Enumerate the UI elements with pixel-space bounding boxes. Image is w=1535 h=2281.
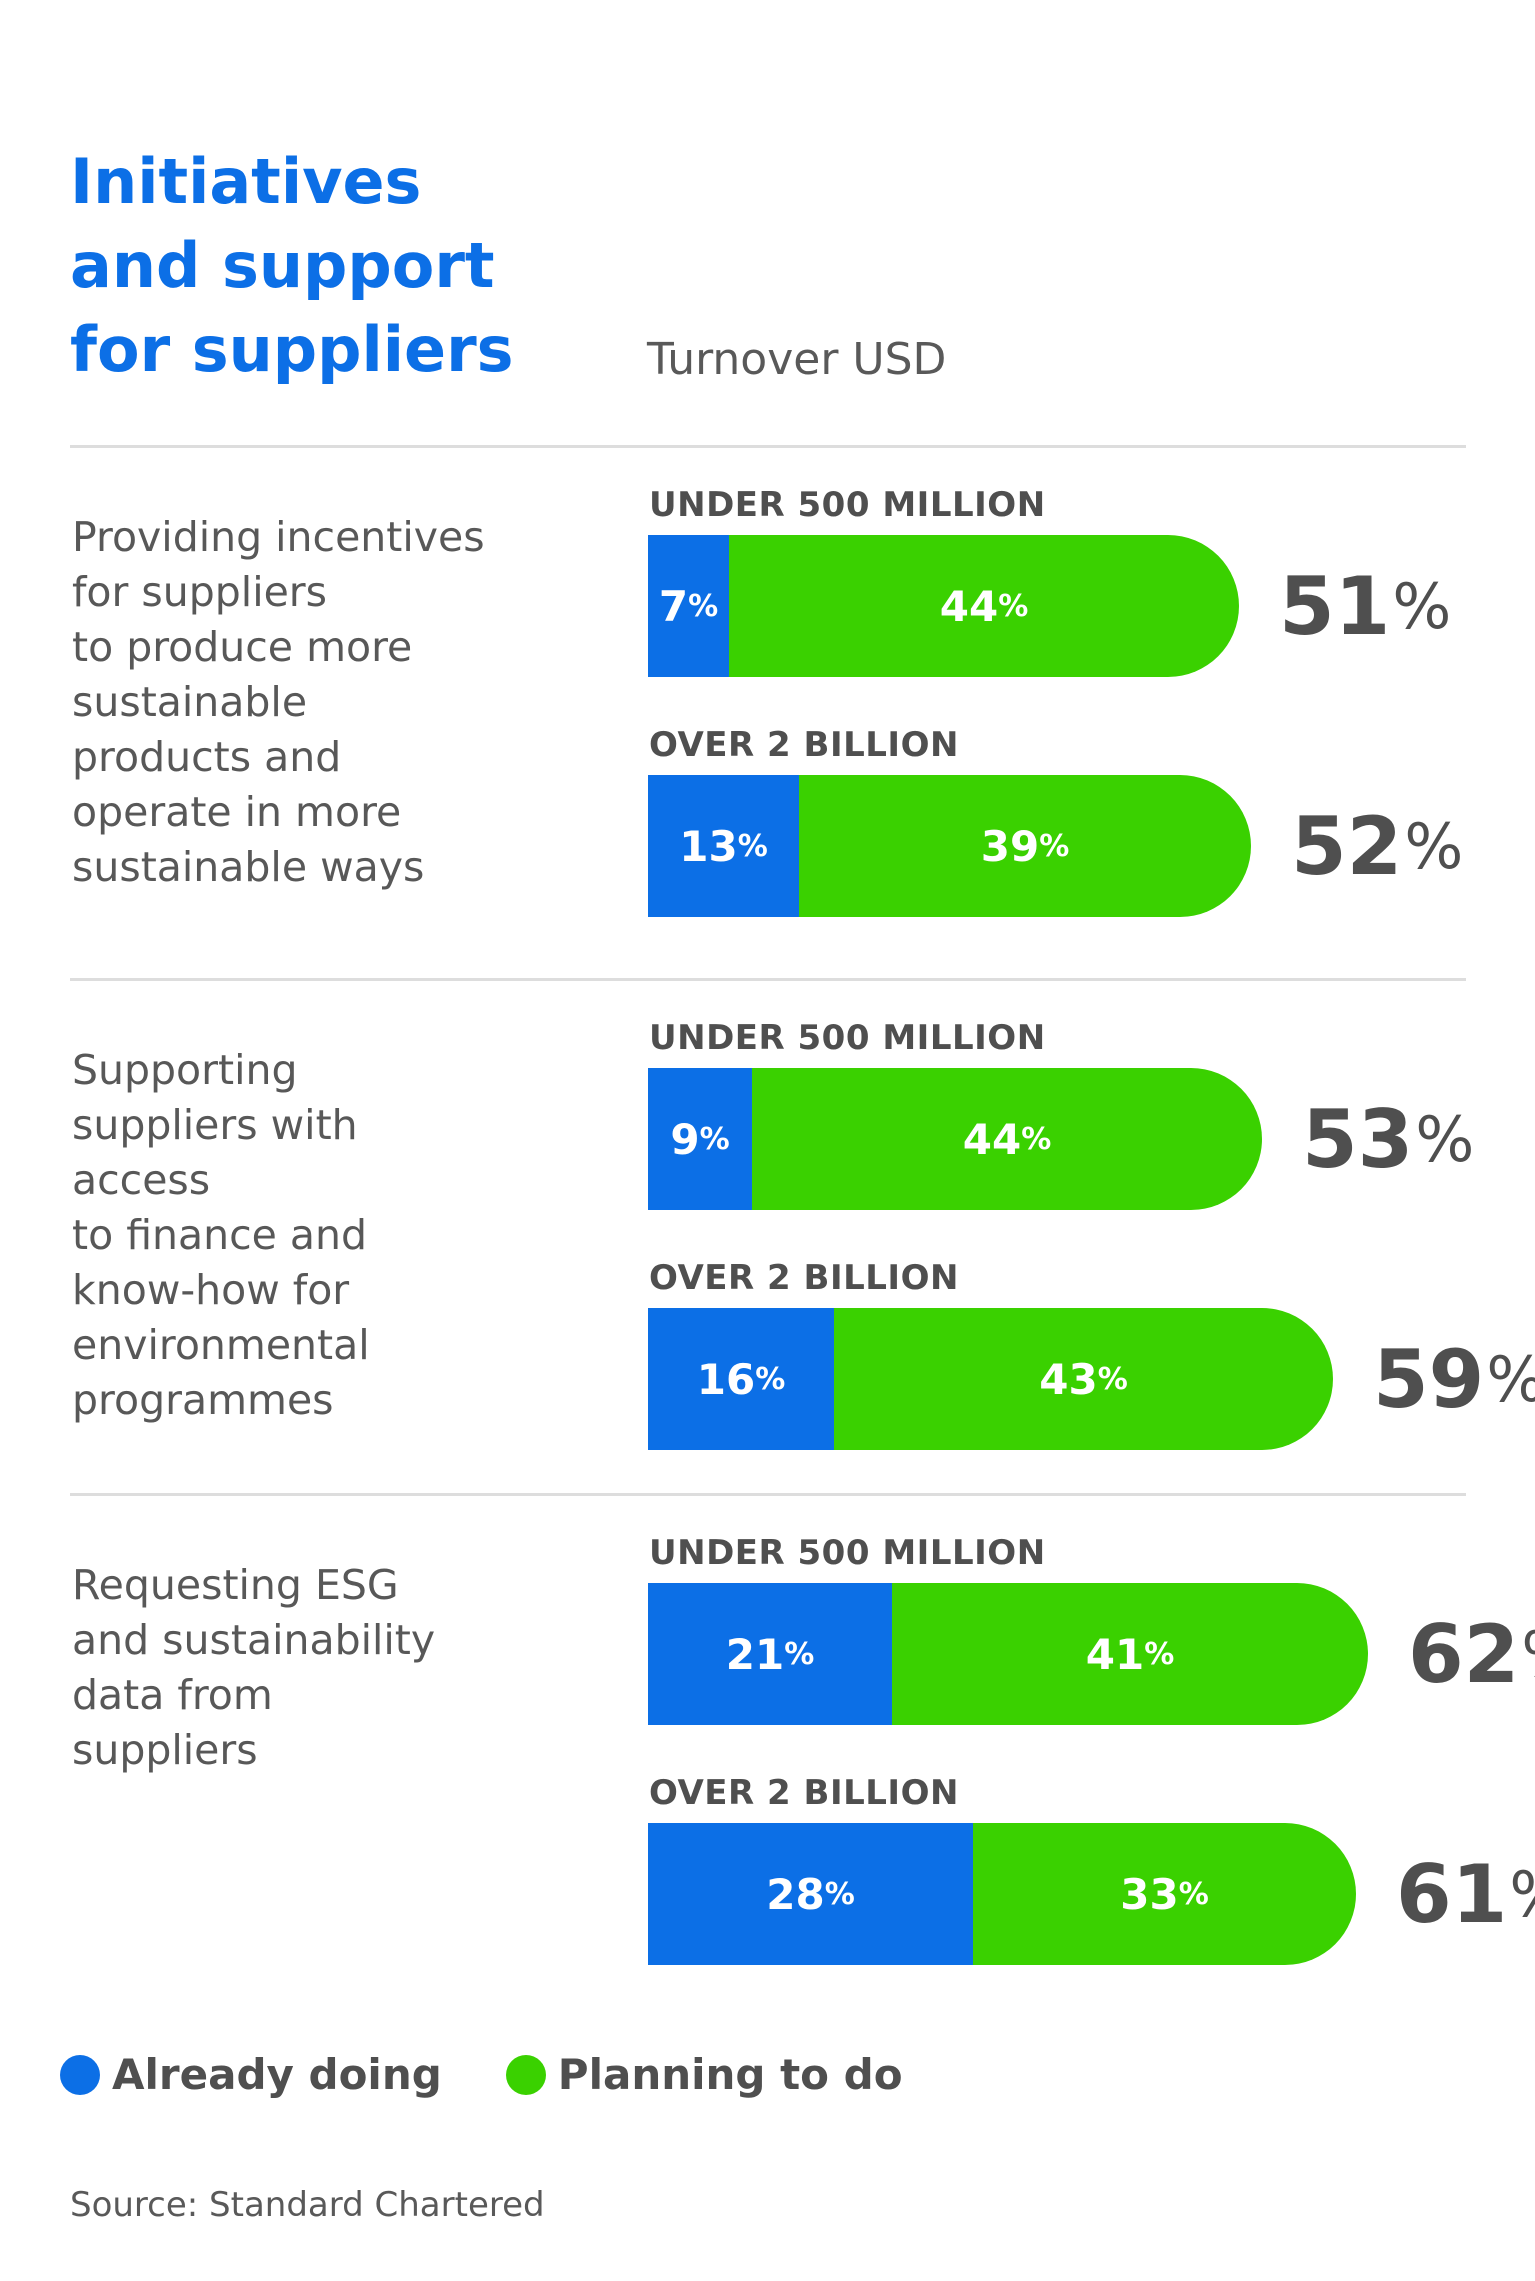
legend-swatch-planning [505,2054,546,2095]
legend-item-planning: Planning to do [505,2050,903,2099]
percent-sign: % [737,828,768,864]
stacked-bar: 28% 33% [648,1823,1356,1965]
total-label: 61% [1396,1823,1535,1965]
total-label: 53% [1302,1068,1474,1210]
segment-label: OVER 2 BILLION [649,1258,959,1298]
category-label: Supporting suppliers with access to fina… [72,1046,370,1424]
divider [70,1493,1466,1496]
total-label: 52% [1291,775,1463,917]
bar-segment-already: 28% [648,1823,973,1965]
stacked-bar: 16% 43% [648,1308,1333,1450]
total-value: 51 [1279,559,1391,653]
value-label: 44 [939,581,999,631]
percent-sign: % [1415,1102,1475,1176]
bar-segment-planning: 33% [973,1823,1356,1965]
percent-sign: % [784,1636,815,1672]
percent-sign: % [1021,1121,1052,1157]
value-label: 21 [725,1629,785,1679]
total-value: 52 [1291,799,1403,893]
percent-sign: % [699,1121,730,1157]
total-value: 53 [1302,1092,1414,1186]
total-value: 61 [1396,1847,1508,1941]
total-value: 59 [1373,1332,1485,1426]
value-label: 28 [766,1869,825,1919]
bar-segment-already: 16% [648,1308,834,1450]
percent-sign: % [1097,1361,1128,1397]
category-label: Providing incentives for suppliers to pr… [72,513,485,891]
total-label: 51% [1279,535,1451,677]
value-label: 7 [658,581,689,631]
percent-sign: % [1392,569,1452,643]
percent-sign: % [1144,1636,1175,1672]
stacked-bar: 21% 41% [648,1583,1368,1725]
segment-label: UNDER 500 MILLION [649,1018,1046,1058]
percent-sign: % [1509,1858,1535,1931]
bar-segment-planning: 44% [729,535,1239,677]
total-label: 62% [1408,1583,1535,1725]
bar-segment-already: 7% [648,535,729,677]
bar-segment-planning: 44% [752,1068,1262,1210]
segment-label: UNDER 500 MILLION [649,485,1046,525]
legend-swatch-already [60,2054,100,2095]
bar-segment-planning: 41% [892,1583,1368,1725]
value-label: 39 [980,821,1040,871]
value-label: 43 [1039,1354,1098,1404]
percent-sign: % [998,588,1029,624]
percent-sign: % [1404,809,1464,883]
segment-label: OVER 2 BILLION [649,725,959,765]
segment-label: OVER 2 BILLION [649,1773,959,1813]
segment-label: UNDER 500 MILLION [649,1533,1046,1573]
stacked-bar: 9% 44% [648,1068,1262,1210]
bar-segment-already: 13% [648,775,799,917]
percent-sign: % [1521,1618,1535,1691]
percent-sign: % [1039,828,1070,864]
percent-sign: % [755,1361,786,1397]
total-label: 59% [1373,1308,1535,1450]
percent-sign: % [688,588,719,624]
value-label: 41 [1085,1629,1145,1679]
legend-label-planning: Planning to do [557,2050,903,2099]
legend-item-already: Already doing [60,2050,442,2099]
bar-segment-already: 21% [648,1583,892,1725]
value-label: 9 [670,1114,700,1164]
percent-sign: % [1486,1343,1535,1416]
legend-label-already: Already doing [112,2050,442,2099]
chart-subtitle: Turnover USD [647,334,947,385]
category-label: Requesting ESG and sustainability data f… [72,1561,436,1774]
legend: Already doing Planning to do [60,2050,967,2099]
stacked-bar: 13% 39% [648,775,1251,917]
source-note: Source: Standard Chartered [70,2185,545,2225]
value-label: 16 [696,1354,756,1404]
value-label: 13 [679,821,738,871]
divider [70,978,1466,981]
bar-segment-planning: 39% [799,775,1251,917]
bar-segment-planning: 43% [834,1308,1333,1450]
total-value: 62 [1408,1607,1520,1701]
stacked-bar: 7% 44% [648,535,1239,677]
bar-segment-already: 9% [648,1068,752,1210]
value-label: 44 [962,1114,1022,1164]
percent-sign: % [1178,1876,1209,1912]
divider [70,445,1466,448]
value-label: 33 [1120,1869,1179,1919]
percent-sign: % [824,1876,855,1912]
chart-title: Initiatives and support for suppliers [70,145,514,386]
